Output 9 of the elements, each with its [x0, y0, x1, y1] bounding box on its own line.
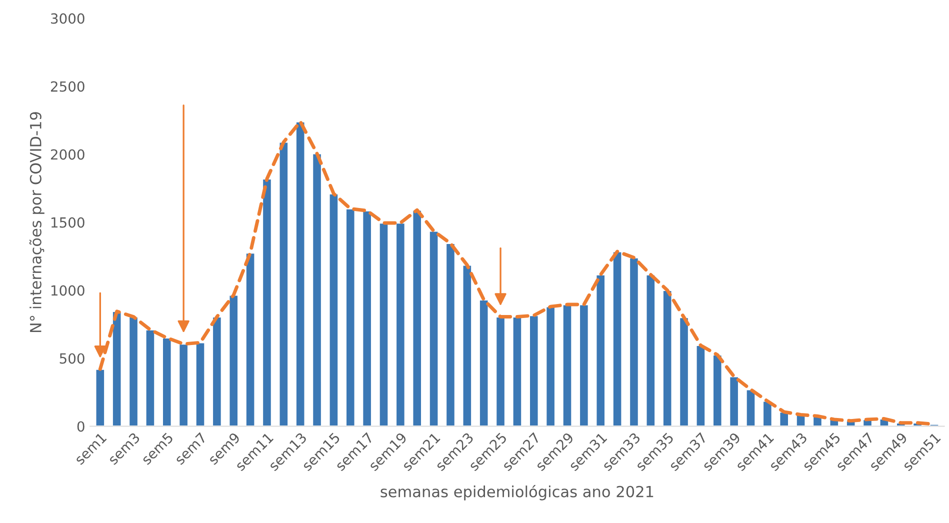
y-tick-label: 1500 — [51, 217, 84, 228]
y-tick-label: 0 — [77, 421, 84, 432]
y-axis-title: N° internações por COVID-19 — [29, 112, 44, 332]
y-tick-label: 3000 — [51, 13, 84, 24]
y-tick-label: 500 — [60, 353, 84, 364]
y-tick-label: 2500 — [50, 81, 84, 92]
y-tick-label: 1000 — [51, 285, 84, 296]
y-tick-label: 2000 — [50, 149, 84, 160]
x-axis-title: semanas epidemiológicas ano 2021 — [380, 484, 654, 500]
